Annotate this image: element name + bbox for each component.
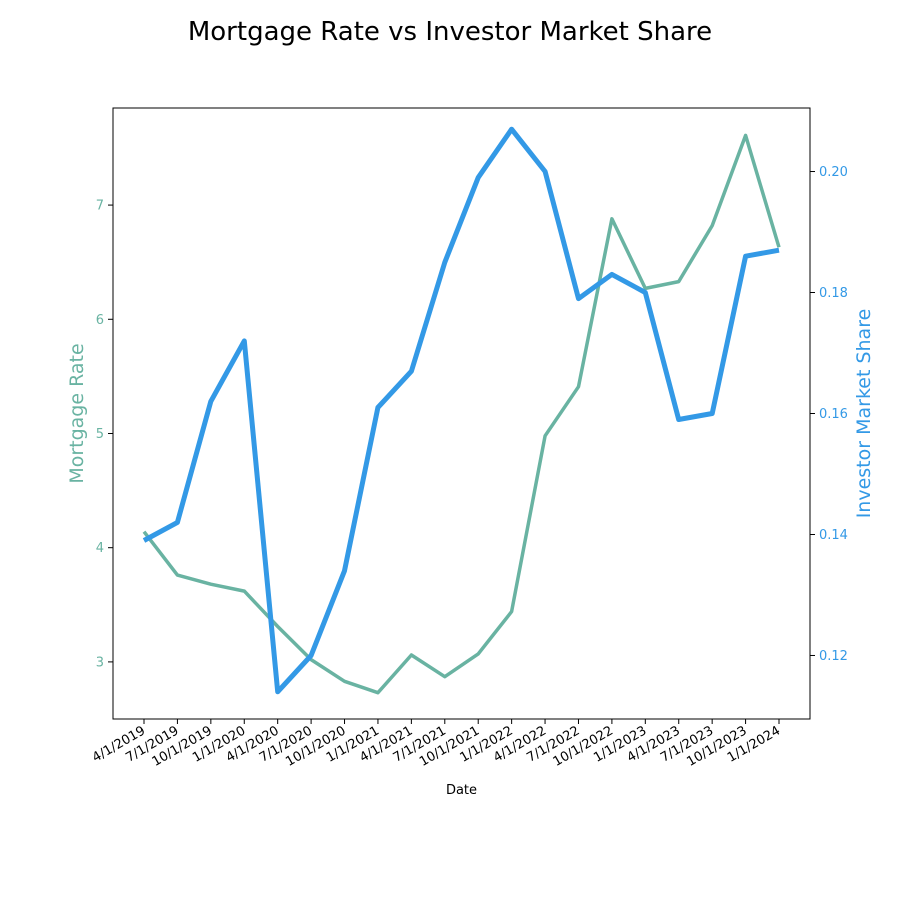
y-left-tick-label-4: 7: [96, 199, 104, 214]
y-axis-left-label: Mortgage Rate: [66, 343, 88, 483]
chart-title: Mortgage Rate vs Investor Market Share: [188, 17, 712, 47]
y-right-tick-label-4: 0.20: [819, 165, 848, 180]
y-left-tick-label-0: 3: [96, 655, 104, 670]
series-line-mortgage-rate: [142, 133, 781, 695]
y-right-tick-label-0: 0.12: [819, 649, 848, 664]
y-left-tick-label-1: 4: [96, 541, 104, 556]
y-left-tick-label-3: 6: [96, 313, 104, 328]
y-left-tick-label-2: 5: [96, 427, 104, 442]
y-right-tick-label-3: 0.18: [819, 286, 848, 301]
y-right-tick-label-1: 0.14: [819, 528, 848, 543]
y-right-tick-label-2: 0.16: [819, 407, 848, 422]
y-axis-right-label: Investor Market Share: [853, 309, 875, 519]
x-axis-label: Date: [446, 783, 477, 798]
plot-area: [142, 126, 781, 695]
series-line-investor-share: [142, 126, 780, 695]
